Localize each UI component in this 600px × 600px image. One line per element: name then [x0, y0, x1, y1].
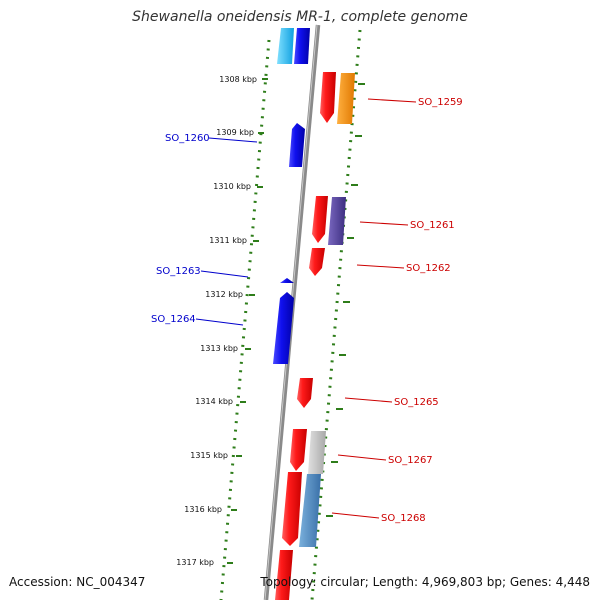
leader-line — [331, 512, 380, 519]
gene-label-so1259: SO_1259 — [418, 97, 463, 108]
gene-arrow-blue-top — [294, 28, 310, 64]
gene-arrow-so1260 — [289, 123, 305, 167]
leader-line — [367, 98, 417, 103]
kbp-label: 1311 kbp — [209, 236, 247, 245]
leader-line — [337, 454, 387, 461]
gene-label-so1261: SO_1261 — [410, 220, 455, 231]
kbp-label: 1309 kbp — [216, 128, 254, 137]
leader-line — [359, 221, 409, 226]
gene-label-so1262: SO_1262 — [406, 263, 451, 274]
leader-line — [356, 264, 405, 269]
outer-tick-ring — [310, 29, 362, 600]
gene-arrow-so1263 — [280, 278, 294, 283]
gene-label-so1264: SO_1264 — [151, 314, 196, 325]
kbp-label: 1317 kbp — [176, 558, 214, 567]
gene-block-gray — [308, 431, 326, 474]
gene-arrow-red-long — [282, 472, 302, 546]
inner-tick-ring — [219, 39, 271, 600]
gene-arrow-so1259 — [320, 72, 336, 123]
gene-arrow-so1267 — [290, 429, 307, 471]
leader-line — [208, 137, 258, 143]
gene-label-so1265: SO_1265 — [394, 397, 439, 408]
gene-label-so1263: SO_1263 — [156, 266, 201, 277]
leader-line — [200, 270, 249, 278]
reverse-gene-labels: SO_1260 SO_1263 SO_1264 — [151, 133, 258, 326]
forward-gene-labels: SO_1259 SO_1261 SO_1262 SO_1265 SO_1267 … — [331, 97, 463, 524]
kbp-label: 1316 kbp — [184, 505, 222, 514]
kbp-labels: 1308 kbp 1309 kbp 1310 kbp 1311 kbp 1312… — [176, 75, 257, 567]
map-title: Shewanella oneidensis MR-1, complete gen… — [132, 9, 468, 25]
kbp-label: 1314 kbp — [195, 397, 233, 406]
gene-label-so1260: SO_1260 — [165, 133, 210, 144]
gene-label-so1268: SO_1268 — [381, 513, 426, 524]
accession-text: Accession: NC_004347 — [9, 575, 146, 589]
gene-arrow-so1261 — [312, 196, 328, 243]
gene-block-orange — [337, 73, 355, 124]
gene-block-steelblue — [299, 474, 321, 547]
topology-text: Topology: circular; Length: 4,969,803 bp… — [260, 575, 590, 589]
kbp-label: 1313 kbp — [200, 344, 238, 353]
kbp-label: 1315 kbp — [190, 451, 228, 460]
kbp-label: 1308 kbp — [219, 75, 257, 84]
leader-line — [344, 397, 393, 403]
kbp-label: 1312 kbp — [205, 290, 243, 299]
gene-arrow-so1265 — [297, 378, 313, 408]
leader-line — [195, 318, 244, 326]
gene-arrow-so1264 — [273, 292, 294, 364]
gene-block-purple — [328, 197, 346, 245]
gene-arrow-so1262 — [309, 248, 325, 276]
gene-arrow-cyan-top — [277, 28, 294, 64]
outer-major-ticks — [326, 83, 365, 517]
kbp-label: 1310 kbp — [213, 182, 251, 191]
gene-label-so1267: SO_1267 — [388, 455, 433, 466]
gene-arrow-red-bottom — [275, 550, 293, 600]
inner-major-ticks — [227, 78, 268, 564]
